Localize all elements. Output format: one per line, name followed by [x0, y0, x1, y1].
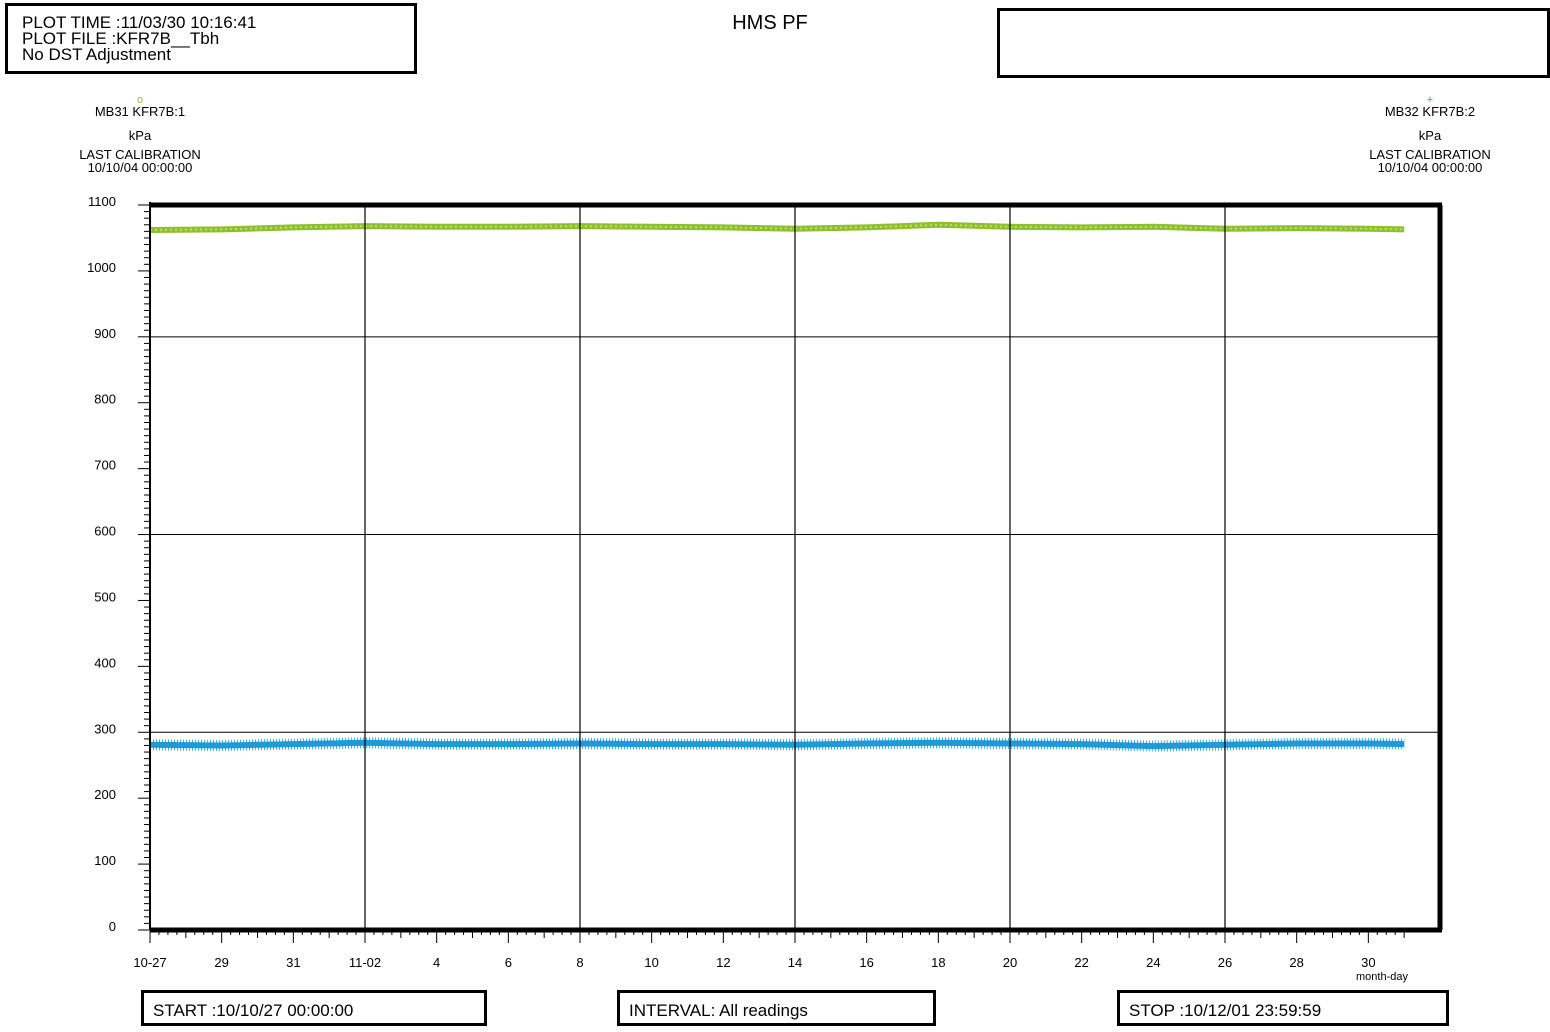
y-tick-label: 800: [94, 392, 116, 407]
x-tick-label: 30: [1361, 955, 1375, 970]
y-tick-label: 900: [94, 326, 116, 341]
interval-text: INTERVAL: All readings: [629, 1001, 808, 1020]
start-time: START :10/10/27 00:00:00: [153, 1001, 354, 1020]
x-tick-label: 6: [505, 955, 512, 970]
right-channel-name: MB32 KFR7B:2: [1384, 104, 1476, 119]
start-box: START :10/10/27 00:00:00: [141, 990, 487, 1026]
x-tick-label: 14: [788, 955, 802, 970]
x-tick-label: 8: [576, 955, 583, 970]
x-tick-label: 4: [433, 955, 440, 970]
x-tick-label: 18: [931, 955, 945, 970]
right-calibration-label: LAST CALIBRATION: [1369, 147, 1491, 162]
blank-header-box: [997, 8, 1550, 78]
y-tick-label: 0: [109, 919, 116, 934]
y-tick-label: 100: [94, 853, 116, 868]
x-tick-label: 10-27: [133, 955, 166, 970]
right-calibration-date: 10/10/04 00:00:00: [1377, 160, 1483, 175]
y-tick-label: 500: [94, 589, 116, 604]
left-channel-marker: o: [136, 94, 144, 106]
left-channel-legend: o MB31 KFR7B:1 kPa LAST CALIBRATION 10/1…: [40, 94, 240, 175]
stop-time: STOP :10/12/01 23:59:59: [1129, 1001, 1322, 1020]
x-tick-label: 20: [1003, 955, 1017, 970]
x-tick-label: 31: [286, 955, 300, 970]
x-tick-label: 10: [644, 955, 658, 970]
left-channel-name: MB31 KFR7B:1: [94, 104, 186, 119]
dst-note: No DST Adjustment: [22, 45, 171, 64]
left-calibration-date: 10/10/04 00:00:00: [87, 160, 193, 175]
plot-info-box: PLOT TIME :11/03/30 10:16:41 PLOT FILE :…: [5, 3, 417, 74]
x-tick-label: 16: [859, 955, 873, 970]
y-tick-label: 300: [94, 721, 116, 736]
right-channel-unit: kPa: [1418, 128, 1442, 143]
x-tick-label: 11-02: [349, 955, 381, 970]
interval-box: INTERVAL: All readings: [617, 990, 936, 1026]
plot-time: PLOT TIME :11/03/30 10:16:41: [22, 13, 257, 32]
y-tick-label: 700: [94, 458, 116, 473]
plot-file: PLOT FILE :KFR7B__Tbh: [22, 29, 220, 48]
x-tick-label: 12: [716, 955, 730, 970]
right-channel-legend: + MB32 KFR7B:2 kPa LAST CALIBRATION 10/1…: [1330, 94, 1530, 175]
right-channel-marker: +: [1426, 94, 1434, 106]
left-calibration-label: LAST CALIBRATION: [79, 147, 201, 162]
left-channel-unit: kPa: [128, 128, 152, 143]
chart-title: HMS PF: [732, 12, 808, 34]
x-tick-label: 28: [1289, 955, 1303, 970]
y-tick-label: 200: [94, 787, 116, 802]
stop-box: STOP :10/12/01 23:59:59: [1117, 990, 1449, 1026]
x-tick-label: 29: [214, 955, 228, 970]
y-tick-label: 1100: [88, 194, 116, 209]
x-tick-label: 22: [1074, 955, 1088, 970]
y-tick-label: 600: [94, 524, 116, 539]
x-axis-label: month-day: [1356, 971, 1408, 983]
x-tick-label: 26: [1218, 955, 1232, 970]
y-tick-label: 1000: [87, 260, 116, 275]
x-tick-label: 24: [1146, 955, 1160, 970]
y-tick-label: 400: [94, 655, 116, 670]
